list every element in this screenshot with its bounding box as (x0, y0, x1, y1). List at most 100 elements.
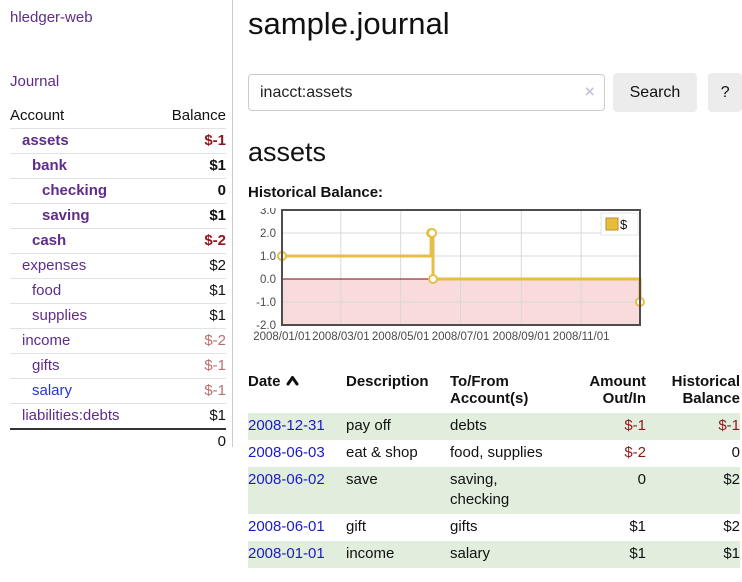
account-row: saving $1 (10, 203, 226, 229)
transaction-balance: $1 (723, 545, 740, 562)
register-row: 2008-06-03 eat & shop food, supplies $-2 0 (248, 440, 740, 467)
transaction-amount: 0 (637, 471, 646, 488)
sort-asc-icon (286, 373, 299, 390)
transaction-description: eat & shop (346, 444, 418, 461)
x-tick-label: 2008/09/01 (493, 331, 551, 343)
account-link-bank[interactable]: bank (32, 157, 68, 174)
register-header-amount: Amount Out/In (589, 373, 646, 407)
accounts-header-row: Account Balance (10, 104, 226, 129)
transaction-amount: $1 (629, 545, 646, 562)
account-row: gifts $-1 (10, 353, 226, 379)
transaction-date-link[interactable]: 2008-12-31 (248, 417, 325, 434)
transaction-date-link[interactable]: 2008-06-01 (248, 518, 325, 535)
account-balance: $-1 (154, 128, 226, 154)
account-row: cash $-2 (10, 228, 226, 254)
account-balance: $1 (154, 203, 226, 229)
y-tick-label: -1.0 (256, 297, 276, 309)
sidebar: hledger-web Journal Account Balance asse… (0, 0, 233, 454)
y-tick-label: -2.0 (256, 320, 276, 332)
accounts-header-balance: Balance (154, 104, 226, 129)
account-row: salary $-1 (10, 378, 226, 404)
register-header-description: Description (346, 373, 429, 390)
register-row: 2008-12-31 pay off debts $-1 $-1 (248, 413, 740, 440)
transaction-date-link[interactable]: 2008-06-02 (248, 471, 325, 488)
clear-search-icon[interactable]: × (584, 82, 595, 101)
transaction-description: save (346, 471, 378, 488)
search-button[interactable]: Search (612, 73, 698, 112)
y-tick-label: 1.0 (260, 251, 276, 263)
chart-label: Historical Balance: (248, 184, 384, 201)
account-row: checking 0 (10, 178, 226, 204)
transaction-accounts: saving, checking (450, 471, 510, 508)
account-link-income[interactable]: income (22, 332, 71, 349)
x-tick-label: 2008/11/01 (553, 331, 610, 343)
account-link-gifts[interactable]: gifts (32, 357, 60, 374)
transaction-balance: $2 (723, 518, 740, 535)
register-row: 2008-01-01 income salary $1 $1 (248, 541, 740, 568)
account-link-salary[interactable]: salary (32, 382, 73, 399)
account-row: expenses $2 (10, 253, 226, 279)
account-balance: $2 (154, 253, 226, 279)
account-link-liabilities-debts[interactable]: liabilities:debts (22, 407, 120, 424)
register-table: Date Description To/From Account(s) Amou… (248, 371, 740, 568)
x-tick-label: 2008/01/01 (253, 331, 311, 343)
account-link-expenses[interactable]: expenses (22, 257, 87, 274)
y-tick-label: 0.0 (260, 274, 276, 286)
account-link-checking[interactable]: checking (42, 182, 108, 199)
transaction-accounts: debts (450, 417, 487, 434)
account-balance: $1 (154, 403, 226, 430)
transaction-amount: $-1 (624, 417, 646, 434)
account-link-assets[interactable]: assets (22, 132, 69, 149)
transaction-date-link[interactable]: 2008-06-03 (248, 444, 325, 461)
account-row: liabilities:debts $1 (10, 403, 226, 430)
data-point-marker (428, 274, 439, 284)
account-balance: $-1 (154, 378, 226, 404)
account-row: income $-2 (10, 328, 226, 354)
account-link-supplies[interactable]: supplies (32, 307, 88, 324)
page-title: sample.journal (248, 6, 450, 41)
app-title-link[interactable]: hledger-web (10, 9, 93, 26)
account-balance: $1 (154, 278, 226, 304)
account-link-food[interactable]: food (32, 282, 62, 299)
register-header-accounts: To/From Account(s) (450, 373, 529, 407)
transaction-accounts: food, supplies (450, 444, 543, 461)
help-button[interactable]: ? (708, 73, 742, 112)
balance-chart[interactable]: 3.0 2.0 1.0 0.0 -1.0 -2.0 2008/01/01 2008/03/01… (248, 205, 742, 348)
accounts-total-row: 0 (10, 428, 226, 454)
account-row: bank $1 (10, 153, 226, 179)
account-balance: $-2 (154, 328, 226, 354)
transaction-balance: $2 (723, 471, 740, 488)
account-row: assets $-1 (10, 128, 226, 154)
transaction-accounts: gifts (450, 518, 478, 535)
account-balance: $1 (154, 153, 226, 179)
transaction-description: income (346, 545, 395, 562)
plot-border (281, 209, 641, 326)
y-tick-label: 3.0 (260, 208, 276, 217)
transaction-balance: $-1 (718, 417, 740, 434)
accounts-header-account: Account (10, 104, 155, 129)
account-title: assets (248, 137, 327, 167)
transaction-amount: $1 (629, 518, 646, 535)
accounts-table: Account Balance assets $-1 bank $1 checking 0… (10, 104, 226, 454)
account-row: supplies $1 (10, 303, 226, 329)
data-point-marker (427, 228, 438, 238)
register-row: 2008-06-01 gift gifts $1 $2 (248, 514, 740, 541)
account-balance: 0 (154, 178, 226, 204)
search-input[interactable] (248, 74, 605, 111)
register-header-date[interactable]: Date (248, 371, 346, 413)
sidebar-item-journal[interactable]: Journal (10, 73, 60, 90)
account-link-saving[interactable]: saving (42, 207, 90, 224)
y-tick-label: 2.0 (260, 228, 276, 240)
transaction-accounts: salary (450, 545, 491, 562)
register-row: 2008-06-02 save saving, checking 0 $2 (248, 467, 740, 514)
x-tick-label: 2008/05/01 (372, 331, 430, 343)
account-row: food $1 (10, 278, 226, 304)
transaction-date-link[interactable]: 2008-01-01 (248, 545, 325, 562)
register-header-balance: Historical Balance (671, 373, 740, 407)
register-header-row: Date Description To/From Account(s) Amou… (248, 371, 740, 413)
account-link-cash[interactable]: cash (32, 232, 67, 249)
transaction-amount: $-2 (624, 444, 646, 461)
search-form: × Search ? (248, 73, 742, 112)
account-balance: $1 (154, 303, 226, 329)
